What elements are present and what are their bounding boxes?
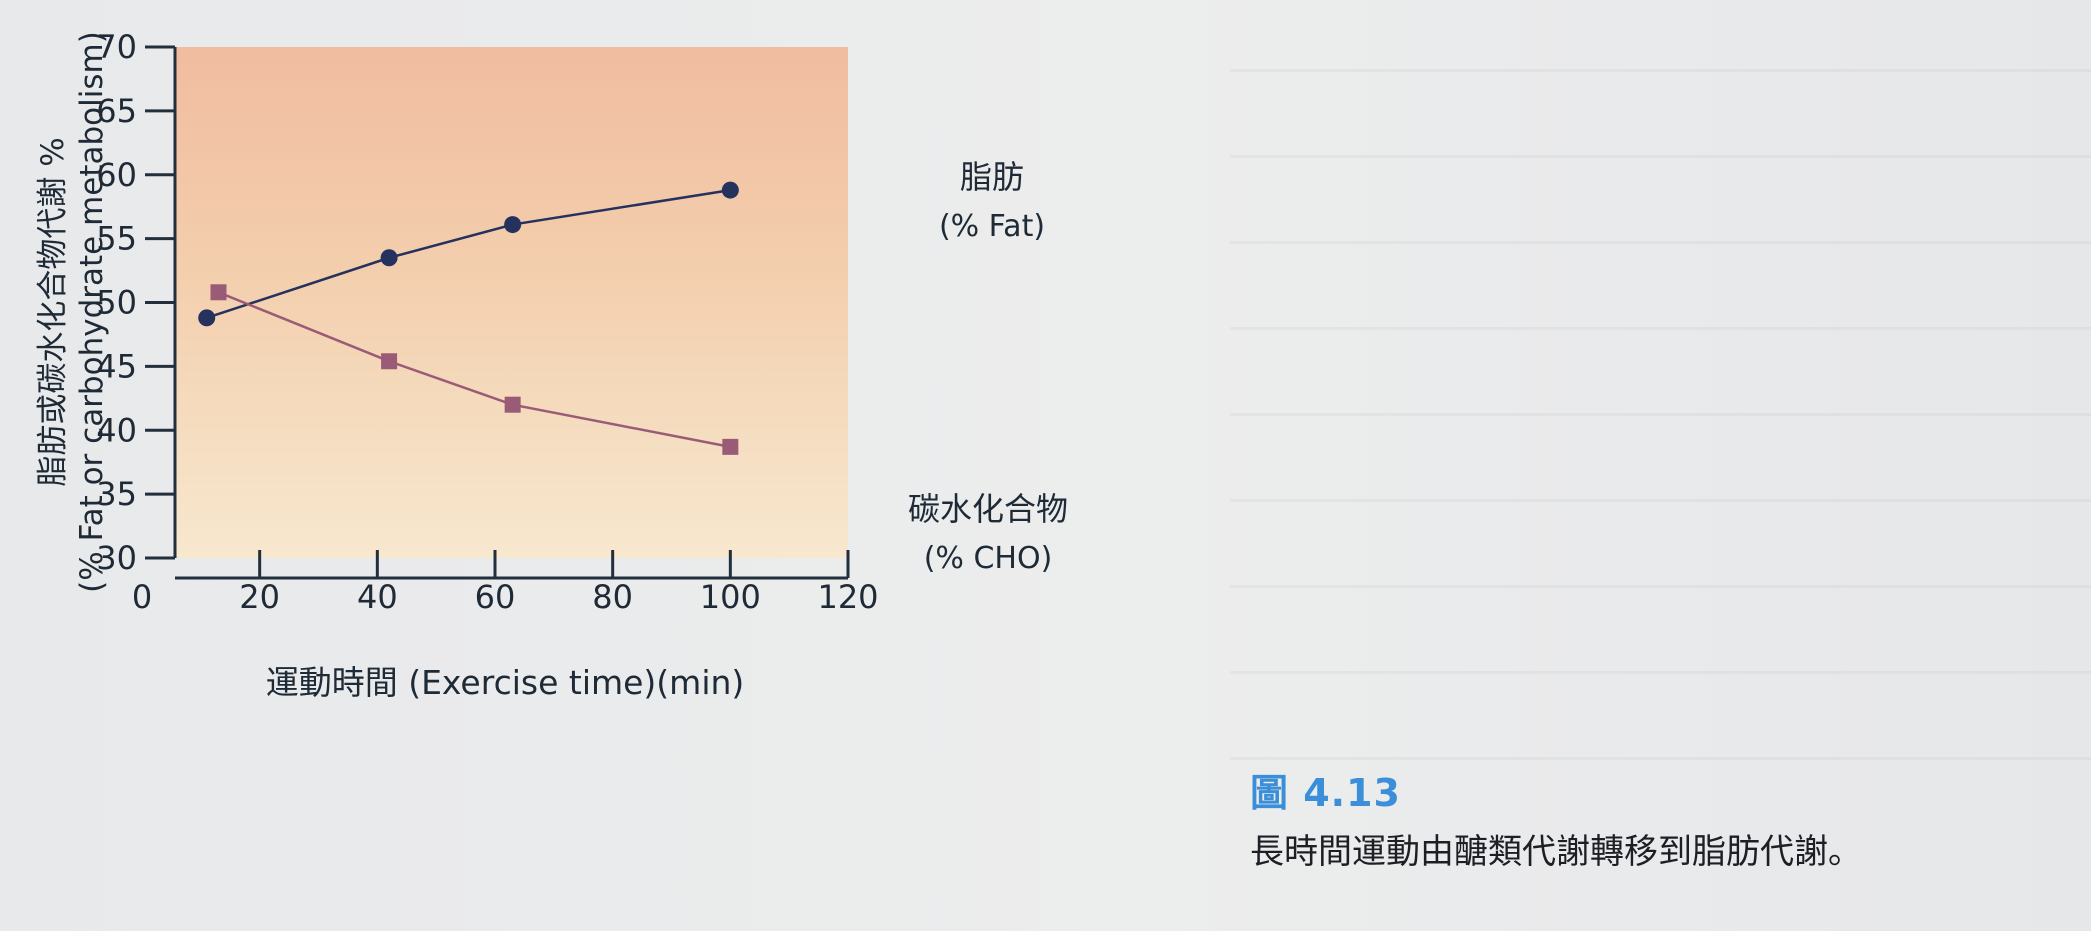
- series-label-fat-unit: (% Fat): [939, 209, 1045, 244]
- x-tick-label-100: 100: [700, 578, 761, 616]
- line-chart: 30 35 40 45 50 55 60 65 70 0 20 40 60 80 100 120 脂肪或碳水化…: [35, 28, 1068, 702]
- series-1-point-0: [210, 284, 227, 301]
- figure-caption-block: 圖 4.13 長時間運動由醣類代謝轉移到脂肪代謝。: [1250, 762, 2050, 873]
- series-label-cho-unit: (% CHO): [924, 541, 1053, 576]
- x-axis-label: 運動時間 (Exercise time)(min): [266, 663, 745, 702]
- y-tick-label-55: 55: [96, 220, 137, 258]
- x-tick-label-60: 60: [475, 578, 516, 616]
- figure-caption: 長時間運動由醣類代謝轉移到脂肪代謝。: [1250, 832, 1862, 872]
- y-axis-label-line2: (% Fat or carbohydrate metabolism): [74, 31, 110, 593]
- y-tick-label-30: 30: [96, 539, 137, 577]
- x-tick-label-120: 120: [817, 578, 878, 616]
- y-axis-label-line1: 脂肪或碳水化合物代謝 %: [35, 137, 71, 486]
- series-1-point-3: [722, 438, 739, 455]
- x-tick-label-40: 40: [357, 578, 398, 616]
- x-tick-label-0: 0: [132, 578, 152, 616]
- series-0-point-3: [721, 181, 739, 199]
- series-0-point-0: [198, 309, 216, 327]
- series-1-point-1: [381, 353, 398, 370]
- series-label-fat-name: 脂肪: [960, 158, 1024, 196]
- y-tick-label-35: 35: [96, 475, 137, 513]
- series-0-point-1: [380, 249, 398, 267]
- y-tick-label-65: 65: [96, 92, 137, 130]
- series-1-point-2: [504, 396, 521, 413]
- x-tick-label-80: 80: [592, 578, 633, 616]
- y-tick-label-50: 50: [96, 284, 137, 322]
- series-line-1: [218, 291, 731, 449]
- y-tick-label-60: 60: [96, 156, 137, 194]
- y-tick-label-70: 70: [96, 28, 137, 66]
- y-tick-label-45: 45: [96, 347, 137, 385]
- x-tick-label-20: 20: [239, 578, 280, 616]
- series-label-cho-name: 碳水化合物: [908, 490, 1068, 528]
- series-line-0: [206, 188, 731, 320]
- figure-label: 圖 4.13: [1250, 771, 1401, 815]
- show-through-texture: [1230, 0, 2091, 760]
- y-tick-label-40: 40: [96, 411, 137, 449]
- plot-area: [175, 47, 848, 558]
- series-0-point-2: [504, 216, 522, 234]
